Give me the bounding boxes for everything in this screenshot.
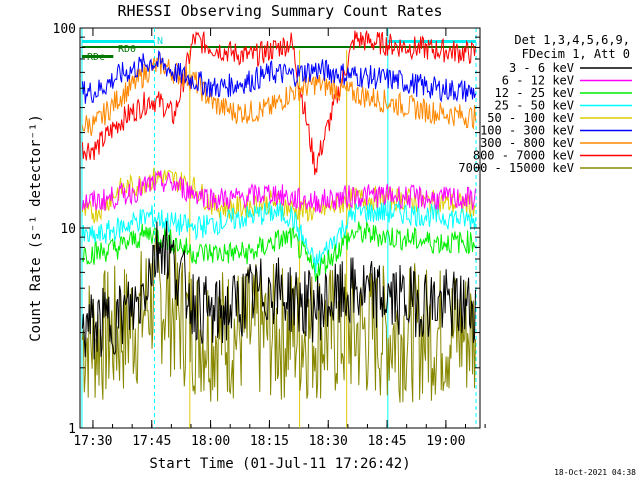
annotation-rdc: RDc (87, 52, 105, 63)
annotation-n: N (157, 36, 163, 47)
series-line-800-7000 (81, 30, 476, 176)
x-tick-label-1: 17:45 (132, 434, 171, 449)
legend-label-2: 12 - 25 keV (495, 86, 574, 100)
legend-header-line-1: Det 1,3,4,5,6,9, (514, 33, 630, 47)
series-layer (81, 30, 476, 403)
series-line-100-300 (81, 49, 476, 104)
series-line-7000-15000 (81, 231, 476, 403)
x-axis-label: Start Time (01-Jul-11 17:26:42) (149, 456, 410, 472)
legend-label-4: 50 - 100 keV (487, 111, 574, 125)
legend-label-0: 3 - 6 keV (509, 61, 574, 75)
flag-bar-green-rdc (81, 55, 114, 58)
y-tick-label-1: 10 (60, 222, 76, 237)
annotation-rd0: RD0 (118, 44, 136, 55)
x-tick-label-0: 17:30 (73, 434, 112, 449)
y-tick-label-0: 1 (68, 422, 76, 437)
series-line-300-800 (81, 52, 476, 136)
legend-label-8: 7000 - 15000 keV (458, 161, 574, 175)
legend-label-3: 25 - 50 keV (495, 99, 574, 113)
chart-title: RHESSI Observing Summary Count Rates (117, 2, 442, 20)
axes: 17:30 17:45 18:00 18:15 18:30 18:45 19:00 1 10 10… (53, 22, 486, 449)
series-line-25-50 (81, 200, 476, 275)
x-tick-label-6: 19:00 (426, 434, 465, 449)
series-line-6-12 (81, 170, 476, 214)
series-line-3-6 (81, 220, 476, 360)
x-tick-label-2: 18:00 (191, 434, 230, 449)
legend-label-5: 100 - 300 keV (480, 124, 574, 138)
x-tick-label-5: 18:45 (367, 434, 406, 449)
flag-bar-cyan-left (81, 40, 155, 43)
y-axis-label: Count Rate (s⁻¹ detector⁻¹) (28, 114, 44, 342)
legend-header-line-2: FDecim 1, Att 0 (522, 47, 630, 61)
x-tick-label-3: 18:15 (250, 434, 289, 449)
x-tick-label-4: 18:30 (309, 434, 348, 449)
series-line-12-25 (81, 220, 476, 282)
timestamp-stamp: 18-Oct-2021 04:38 (554, 468, 636, 477)
legend-label-7: 800 - 7000 keV (473, 149, 574, 163)
legend-label-6: 300 - 800 keV (480, 136, 574, 150)
legend: Det 1,3,4,5,6,9, FDecim 1, Att 0 3 - 6 k… (458, 33, 632, 175)
legend-label-1: 6 - 12 keV (502, 74, 574, 88)
y-tick-label-2: 100 (53, 22, 76, 37)
